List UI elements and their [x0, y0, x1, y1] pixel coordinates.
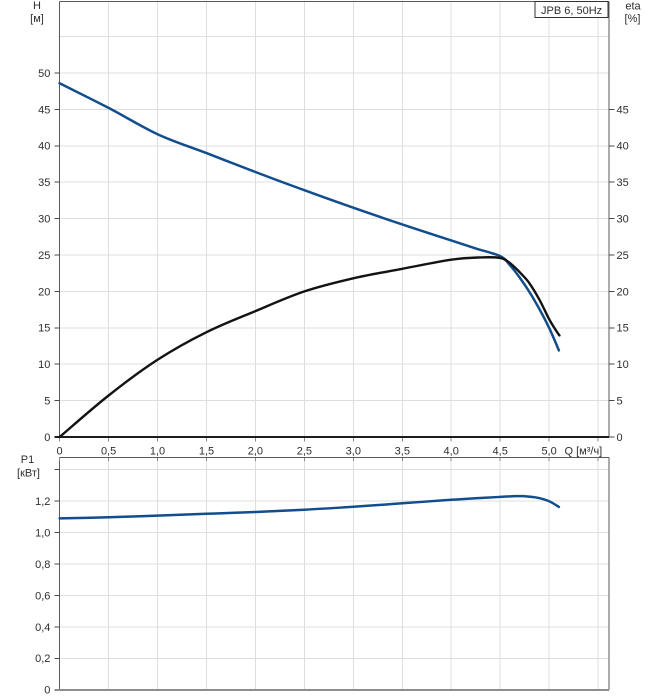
svg-text:15: 15: [617, 323, 629, 335]
svg-text:45: 45: [38, 104, 50, 116]
svg-text:2,0: 2,0: [248, 446, 263, 458]
svg-text:0: 0: [57, 446, 63, 458]
svg-text:0,6: 0,6: [35, 590, 50, 602]
svg-text:H: H: [33, 0, 41, 12]
svg-text:1,0: 1,0: [35, 527, 50, 539]
svg-text:4,5: 4,5: [493, 446, 508, 458]
svg-text:0,8: 0,8: [35, 559, 50, 571]
svg-text:10: 10: [38, 359, 50, 371]
svg-text:0,2: 0,2: [35, 653, 50, 665]
svg-text:3,0: 3,0: [346, 446, 361, 458]
svg-text:0,5: 0,5: [101, 446, 116, 458]
svg-text:0: 0: [44, 685, 50, 697]
svg-text:1,5: 1,5: [199, 446, 214, 458]
svg-text:eta: eta: [625, 1, 641, 13]
svg-text:P1: P1: [21, 454, 34, 466]
svg-text:Q [м³/ч]: Q [м³/ч]: [565, 446, 603, 458]
svg-text:0: 0: [617, 432, 623, 444]
svg-text:0,4: 0,4: [35, 622, 50, 634]
svg-text:1,0: 1,0: [150, 446, 165, 458]
svg-text:0: 0: [44, 432, 50, 444]
svg-text:3,5: 3,5: [395, 446, 410, 458]
svg-text:[%]: [%]: [625, 13, 641, 25]
svg-text:20: 20: [617, 286, 629, 298]
svg-text:35: 35: [38, 177, 50, 189]
svg-text:5,0: 5,0: [541, 446, 556, 458]
svg-text:[м]: [м]: [30, 13, 44, 25]
svg-text:15: 15: [38, 323, 50, 335]
svg-text:JPB 6, 50Hz: JPB 6, 50Hz: [541, 5, 602, 17]
svg-text:5: 5: [44, 396, 50, 408]
svg-text:[кВт]: [кВт]: [17, 468, 40, 480]
svg-text:1,2: 1,2: [35, 496, 50, 508]
svg-text:25: 25: [38, 250, 50, 262]
svg-text:30: 30: [617, 214, 629, 226]
svg-text:5: 5: [617, 396, 623, 408]
svg-text:40: 40: [38, 141, 50, 153]
svg-text:2,5: 2,5: [297, 446, 312, 458]
svg-text:40: 40: [617, 141, 629, 153]
svg-text:25: 25: [617, 250, 629, 262]
svg-text:50: 50: [38, 68, 50, 80]
svg-text:10: 10: [617, 359, 629, 371]
svg-text:4,0: 4,0: [444, 446, 459, 458]
svg-text:45: 45: [617, 104, 629, 116]
svg-text:30: 30: [38, 214, 50, 226]
svg-text:20: 20: [38, 286, 50, 298]
svg-text:35: 35: [617, 177, 629, 189]
